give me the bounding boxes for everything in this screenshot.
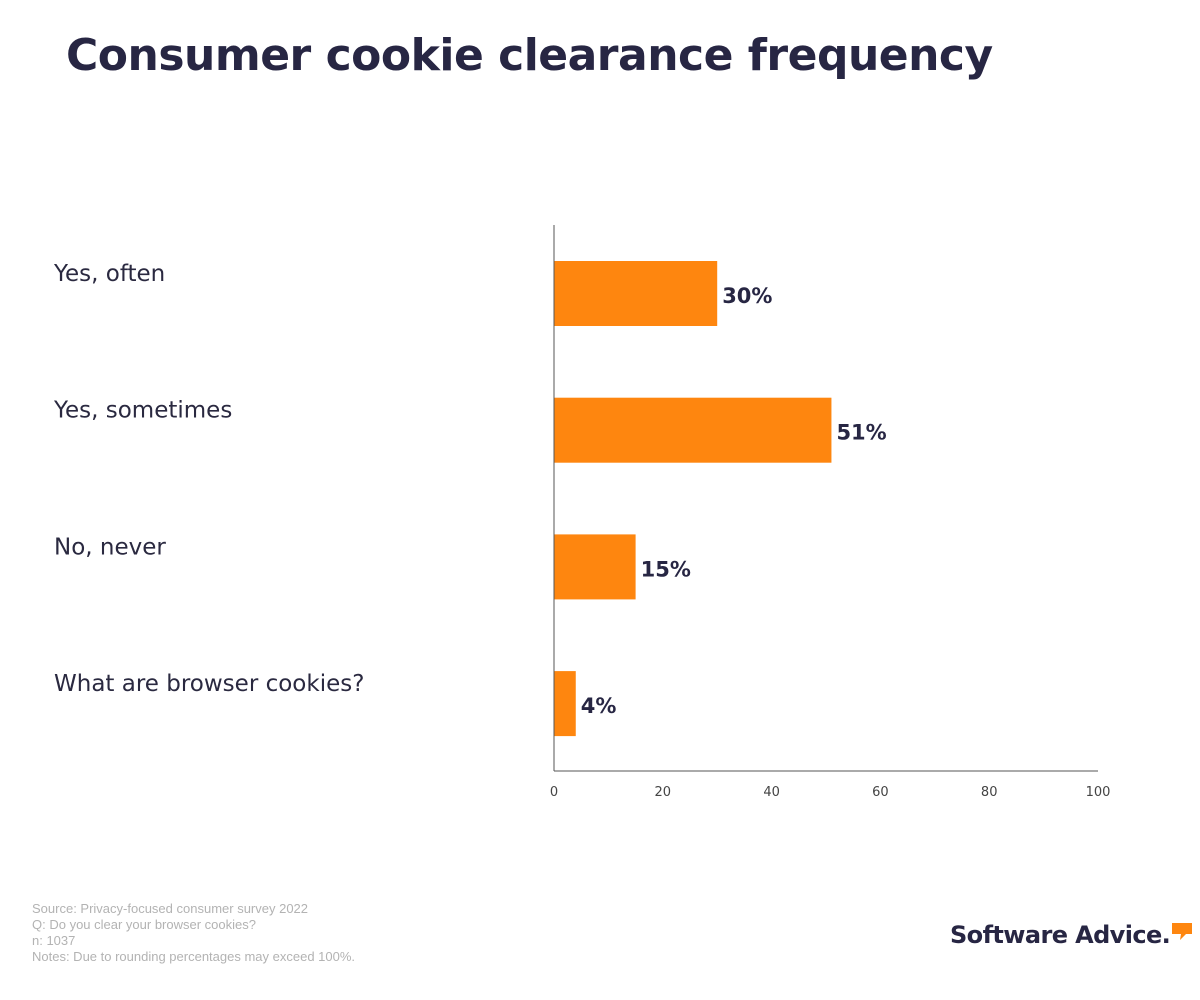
value-label-2: 51% [836,421,886,445]
x-tick-label-0: 0 [550,785,558,800]
x-tick-label-80: 80 [981,785,998,800]
brand-name: Software Advice [950,921,1162,949]
bar-4 [554,671,576,737]
value-label-3: 15% [641,557,691,581]
bar-2 [554,397,832,463]
source-note: Source: Privacy-focused consumer survey … [32,901,309,916]
question-note: Q: Do you clear your browser cookies? [32,917,256,932]
bar-3 [554,534,636,600]
brand-mark: . [1161,921,1171,949]
speech-bubble-icon [1172,923,1193,940]
x-tick-label-60: 60 [872,785,889,800]
value-label-1: 30% [722,284,772,308]
sample-size-note: n: 1037 [32,933,76,948]
category-label-1: Yes, often [53,261,165,287]
value-label-4: 4% [581,694,617,718]
brand-logo: Software Advice. [950,921,1193,949]
category-label-2: Yes, sometimes [53,398,232,424]
x-tick-label-100: 100 [1086,785,1111,800]
category-label-3: No, never [54,534,166,560]
category-label-4: What are browser cookies? [54,671,364,697]
chart-title: Consumer cookie clearance frequency [66,30,993,81]
chart-notes: Source: Privacy-focused consumer survey … [32,901,355,965]
bar-1 [554,261,718,326]
x-tick-label-20: 20 [655,785,672,800]
x-tick-label-40: 40 [763,785,780,800]
rounding-note: Notes: Due to rounding percentages may e… [32,949,356,964]
